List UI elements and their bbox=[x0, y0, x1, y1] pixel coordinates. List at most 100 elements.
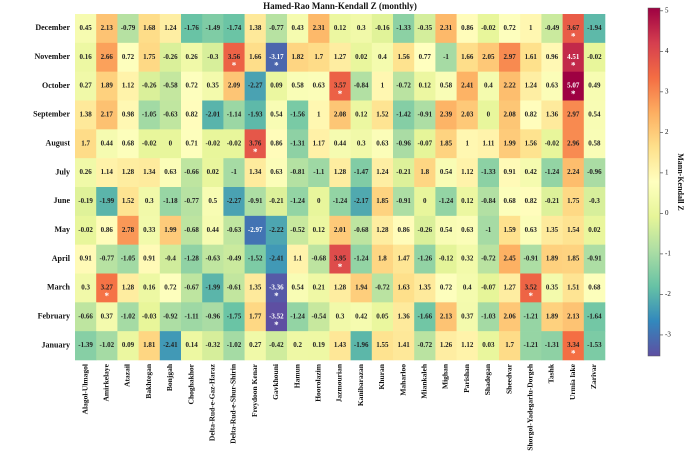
cell-value: -2.01 bbox=[206, 111, 221, 119]
heatmap-cell bbox=[159, 42, 182, 72]
heatmap-cell bbox=[499, 129, 521, 159]
heatmap-cell bbox=[393, 129, 415, 159]
heatmap-cell bbox=[117, 100, 139, 130]
cell-value: -1.52 bbox=[248, 255, 263, 263]
cell-value: 1.94 bbox=[355, 284, 368, 292]
cell-value: -2.22 bbox=[269, 226, 284, 234]
cell-value: -1.21 bbox=[524, 312, 539, 320]
x-tick-label: Freydoon Kenar bbox=[250, 363, 259, 417]
cell-value: 0.68 bbox=[503, 197, 516, 205]
heatmap-cell bbox=[520, 302, 542, 332]
cell-value: 0.63 bbox=[313, 82, 326, 90]
heatmap-cell bbox=[96, 273, 118, 303]
cell-value: -0.32 bbox=[206, 341, 221, 349]
cell-value: 5.07 bbox=[567, 82, 580, 90]
heatmap-cell bbox=[244, 244, 267, 274]
cell-value: -0.72 bbox=[481, 255, 496, 263]
cell-value: 0.63 bbox=[164, 168, 177, 176]
heatmap-cell bbox=[371, 244, 394, 274]
heatmap-cell bbox=[371, 129, 394, 159]
x-tick-label: Maharloo bbox=[398, 364, 407, 396]
heatmap-cell bbox=[456, 158, 479, 188]
cell-value: -1.24 bbox=[290, 197, 305, 205]
heatmap-cell bbox=[435, 331, 457, 361]
heatmap-cell bbox=[520, 244, 542, 274]
heatmap-cell bbox=[562, 244, 585, 274]
cell-value: -0.67 bbox=[184, 284, 199, 292]
significance-marker: * bbox=[529, 291, 534, 301]
heatmap-cell bbox=[520, 187, 542, 217]
cell-value: 0.03 bbox=[482, 341, 495, 349]
cell-value: 0.45 bbox=[79, 24, 92, 32]
heatmap-cell bbox=[562, 331, 585, 361]
cell-value: 1.68 bbox=[143, 24, 156, 32]
x-tick-label: Parishan bbox=[462, 363, 471, 393]
heatmap-cell bbox=[435, 14, 457, 44]
cell-value: 1.77 bbox=[249, 312, 262, 320]
cell-value: 1.38 bbox=[249, 24, 262, 32]
cell-value: 2.96 bbox=[567, 139, 580, 147]
heatmap-cell bbox=[308, 273, 330, 303]
heatmap-cell bbox=[499, 42, 521, 72]
heatmap-cell bbox=[202, 215, 224, 245]
heatmap-cell bbox=[371, 14, 394, 44]
cell-value: -0.91 bbox=[418, 111, 433, 119]
cell-value: -0.26 bbox=[418, 226, 433, 234]
heatmap-cell bbox=[75, 331, 97, 361]
cell-value: -0.21 bbox=[545, 197, 560, 205]
cell-value: -0.02 bbox=[227, 139, 242, 147]
cell-value: 0.91 bbox=[79, 255, 92, 263]
heatmap-cell bbox=[308, 100, 330, 130]
cell-value: -0.96 bbox=[396, 139, 411, 147]
heatmap-cell bbox=[456, 215, 479, 245]
cell-value: 0.43 bbox=[291, 24, 304, 32]
heatmap-cell bbox=[308, 244, 330, 274]
heatmap-cell bbox=[223, 158, 245, 188]
cell-value: 0.42 bbox=[355, 312, 368, 320]
heatmap-cell bbox=[435, 158, 457, 188]
heatmap-cell bbox=[435, 302, 457, 332]
cell-value: -0.02 bbox=[206, 139, 221, 147]
cell-value: 0.27 bbox=[249, 341, 262, 349]
cell-value: 1.8 bbox=[378, 255, 387, 263]
heatmap-cell bbox=[265, 14, 288, 44]
heatmap-cell bbox=[456, 302, 479, 332]
cell-value: -3.52 bbox=[269, 312, 284, 320]
heatmap-cell bbox=[477, 187, 500, 217]
heatmap-cell bbox=[138, 158, 161, 188]
cell-value: 1.85 bbox=[376, 197, 389, 205]
cell-value: 2.13 bbox=[567, 312, 580, 320]
heatmap-cell bbox=[96, 129, 118, 159]
heatmap-cell bbox=[223, 273, 245, 303]
cell-value: 1.99 bbox=[503, 139, 516, 147]
heatmap-cell bbox=[265, 129, 288, 159]
heatmap-cell bbox=[96, 71, 118, 101]
heatmap-cell bbox=[393, 244, 415, 274]
cell-value: 0.16 bbox=[143, 284, 156, 292]
heatmap-cell bbox=[520, 215, 542, 245]
cell-value: -1.26 bbox=[418, 255, 433, 263]
heatmap-cell bbox=[371, 187, 394, 217]
heatmap-cell bbox=[265, 42, 288, 72]
x-tick-label: Miankaleh bbox=[420, 363, 429, 398]
x-tick-label: Kanibarazan bbox=[356, 363, 365, 406]
cell-value: -1.24 bbox=[354, 255, 369, 263]
heatmap-cell bbox=[181, 129, 203, 159]
y-tick-label: February bbox=[38, 312, 70, 321]
heatmap-cell bbox=[181, 302, 203, 332]
cell-value: 0.86 bbox=[270, 139, 283, 147]
heatmap-cell bbox=[350, 129, 373, 159]
heatmap-cell bbox=[96, 187, 118, 217]
cell-value: 2.78 bbox=[122, 226, 135, 234]
cell-value: 1 bbox=[465, 139, 469, 147]
heatmap-cell bbox=[499, 100, 521, 130]
heatmap-cell bbox=[541, 129, 563, 159]
cell-value: -0.72 bbox=[375, 284, 390, 292]
heatmap-cell bbox=[75, 100, 97, 130]
heatmap-cell bbox=[393, 331, 415, 361]
cell-value: -2.97 bbox=[248, 226, 263, 234]
cell-value: 1.99 bbox=[164, 226, 177, 234]
cell-value: 2.05 bbox=[482, 53, 495, 61]
y-tick-label: May bbox=[54, 225, 70, 234]
heatmap-cell bbox=[138, 244, 161, 274]
